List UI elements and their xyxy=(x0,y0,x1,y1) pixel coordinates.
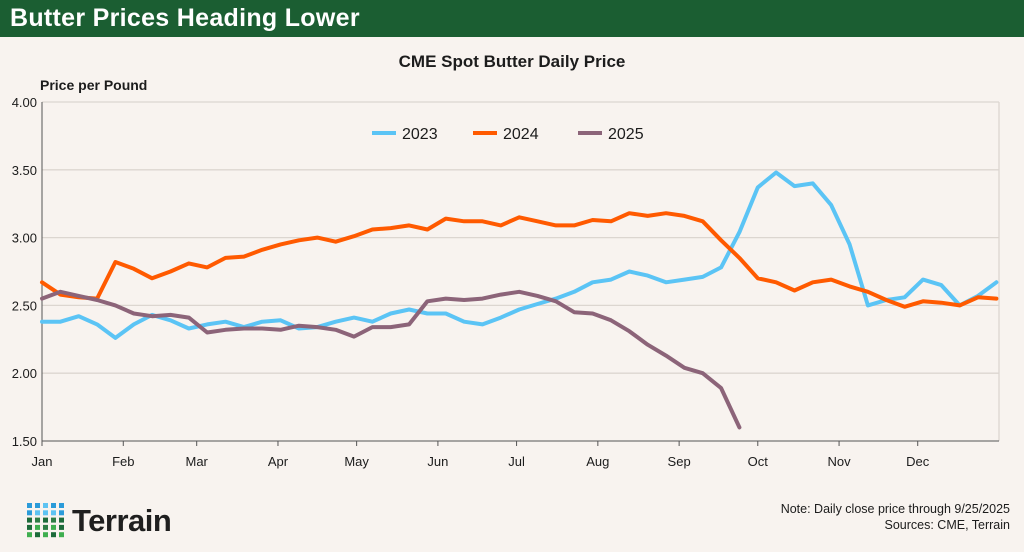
series-line-2025 xyxy=(40,289,742,430)
logo-square xyxy=(35,510,40,516)
x-tick-label: May xyxy=(344,454,369,469)
x-tick-label: Jul xyxy=(508,454,525,469)
logo-square xyxy=(43,510,48,516)
x-tick-label: Feb xyxy=(112,454,134,469)
y-axis-label: Price per Pound xyxy=(40,77,148,93)
logo-square xyxy=(51,532,56,538)
y-tick-label: 3.00 xyxy=(12,231,37,246)
series-line-2024 xyxy=(40,211,999,309)
y-tick-label: 4.00 xyxy=(12,95,37,110)
logo-square xyxy=(51,510,56,516)
logo-square xyxy=(51,503,56,508)
page-title: Butter Prices Heading Lower xyxy=(10,4,360,32)
terrain-logo: Terrain xyxy=(72,503,172,538)
legend-label-2024: 2024 xyxy=(503,126,539,143)
x-tick-label: Aug xyxy=(586,454,609,469)
logo-square xyxy=(59,503,64,508)
y-tick-label: 2.50 xyxy=(12,298,37,313)
x-tick-label: Jan xyxy=(32,454,53,469)
note-text: Note: Daily close price through 9/25/202… xyxy=(780,502,1010,516)
x-tick-label: Sep xyxy=(668,454,691,469)
series-line-2023 xyxy=(40,170,999,340)
logo-square xyxy=(59,532,64,538)
logo-square xyxy=(43,503,48,508)
logo-square xyxy=(35,503,40,508)
sources-text: Sources: CME, Terrain xyxy=(884,518,1010,532)
header-banner: Butter Prices Heading Lower xyxy=(0,0,1024,37)
logo-square xyxy=(43,524,48,530)
x-tick-label: Nov xyxy=(828,454,852,469)
logo-square xyxy=(35,532,40,538)
logo-square xyxy=(59,517,64,523)
logo-square xyxy=(43,517,48,523)
y-tick-label: 2.00 xyxy=(12,366,37,381)
logo-square xyxy=(27,510,32,516)
logo-square xyxy=(27,503,32,508)
x-tick-label: Apr xyxy=(268,454,289,469)
logo-square xyxy=(35,524,40,530)
x-tick-label: Mar xyxy=(185,454,208,469)
terrain-logo-grid-icon xyxy=(27,503,64,538)
footnote: Note: Daily close price through 9/25/202… xyxy=(781,501,1010,533)
logo-square xyxy=(43,532,48,538)
logo-square xyxy=(51,517,56,523)
legend-label-2023: 2023 xyxy=(402,126,438,143)
logo-square xyxy=(59,524,64,530)
logo-square xyxy=(27,524,32,530)
logo-square xyxy=(35,517,40,523)
chart-title: CME Spot Butter Daily Price xyxy=(398,52,626,71)
y-tick-label: 3.50 xyxy=(12,163,37,178)
y-tick-label: 1.50 xyxy=(12,434,37,449)
x-tick-label: Dec xyxy=(906,454,930,469)
x-tick-label: Oct xyxy=(748,454,769,469)
legend-label-2025: 2025 xyxy=(608,126,644,143)
x-tick-label: Jun xyxy=(427,454,448,469)
logo-square xyxy=(59,510,64,516)
logo-square xyxy=(27,517,32,523)
logo-square xyxy=(51,524,56,530)
logo-square xyxy=(27,532,32,538)
